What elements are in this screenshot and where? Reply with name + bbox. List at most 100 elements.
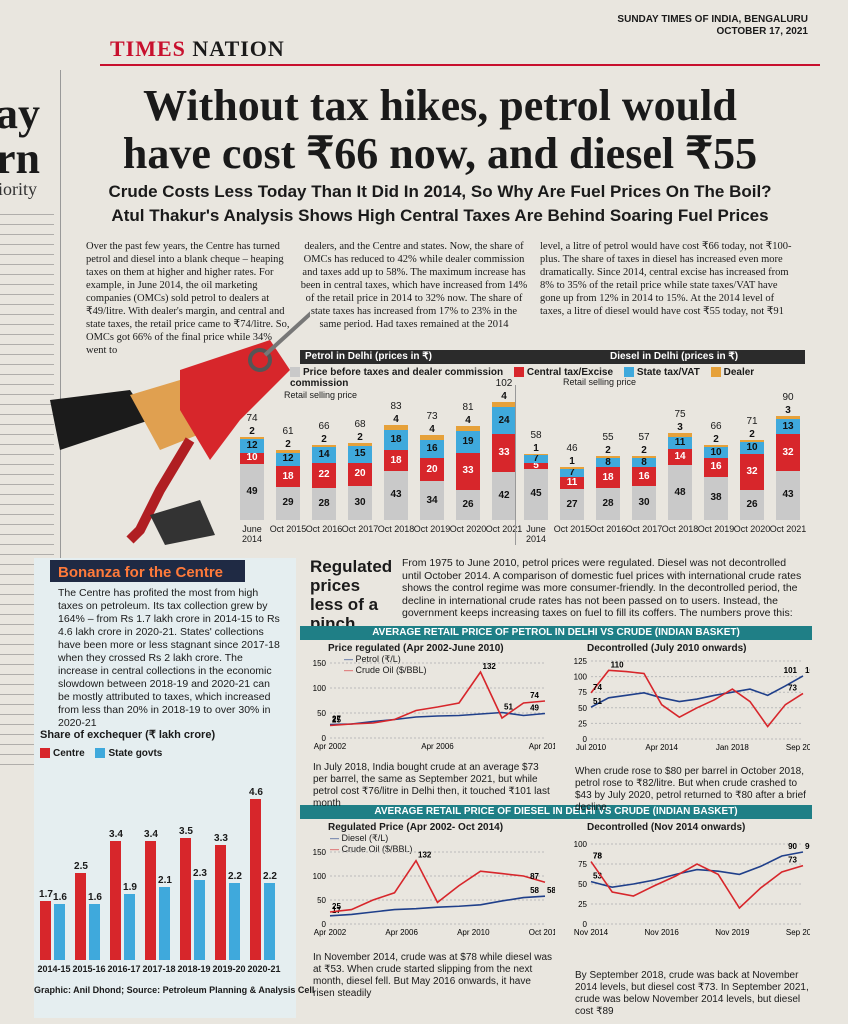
y-tick-label: 0 xyxy=(322,920,327,929)
petrol-bar-2-3 xyxy=(348,445,372,463)
y-tick-label: 25 xyxy=(578,900,587,909)
chart-title-2: Decontrolled (July 2010 onwards) xyxy=(587,643,747,654)
legend-state: State tax/VAT xyxy=(636,367,700,378)
diesel-total-label: 71 xyxy=(746,416,758,427)
caption-1: In July 2018, India bought crude at an a… xyxy=(313,762,550,809)
petrol-value-label: 34 xyxy=(426,494,438,506)
headline-line-1: Without tax hikes, petrol would xyxy=(143,81,737,130)
petrol-value-label: 18 xyxy=(390,434,402,445)
diesel-value-label: 3 xyxy=(785,405,791,416)
petrol-tick-label: Oct 2015 xyxy=(269,524,307,534)
chart3-legend: — Diesel (₹/L) xyxy=(330,833,555,844)
petrol-value-label: 2 xyxy=(357,432,363,444)
petrol-value-label: 26 xyxy=(462,499,474,511)
petrol-bar-0-5 xyxy=(420,481,444,520)
masthead-section: NATION xyxy=(192,36,285,61)
headline-line-2: have cost ₹66 now, and diesel ₹55 xyxy=(122,129,758,178)
exchequer-value-label: 2.3 xyxy=(193,867,207,879)
exchequer-tick-label: 2015-16 xyxy=(72,964,106,974)
exchequer-legend: Centre State govts xyxy=(40,748,162,759)
diesel-bar-1-6 xyxy=(740,453,764,491)
petrol-bar-3-4 xyxy=(384,425,408,430)
exchequer-bar-0-1 xyxy=(75,872,86,960)
petrol-value-label: 10 xyxy=(246,452,258,464)
exchequer-bar-1-6 xyxy=(264,883,275,960)
diesel-value-label: 10 xyxy=(710,446,722,458)
legend-line-diesel: — xyxy=(330,833,339,843)
petrol-value-label: 18 xyxy=(390,454,402,466)
petrol-bar-0-1 xyxy=(276,486,300,520)
data-label: 74 xyxy=(593,683,602,692)
diesel-bar-1-5 xyxy=(704,458,728,477)
exchequer-chart-title: Share of exchequer (₹ lakh crore) xyxy=(40,729,216,741)
exchequer-bar-1-5 xyxy=(229,883,240,960)
exchequer-bar-0-3 xyxy=(145,841,156,960)
data-label: 58 xyxy=(547,886,555,895)
petrol-total-label: 68 xyxy=(354,419,366,431)
deck-line-1: Crude Costs Less Today Than It Did In 20… xyxy=(108,182,772,201)
diesel-bar-0-2 xyxy=(596,488,620,520)
bonanza-text: The Centre has profited the most from hi… xyxy=(58,587,280,729)
data-label: 90 xyxy=(805,842,810,851)
diesel-bar-2-3 xyxy=(632,458,656,468)
diesel-bar-0-0 xyxy=(524,468,548,520)
x-tick-label: Sep 2021 xyxy=(786,928,810,937)
exchequer-value-label: 4.6 xyxy=(249,787,263,798)
chart1-legend: — Petrol (₹/L) xyxy=(344,654,555,665)
data-label: 27 xyxy=(332,715,341,724)
legend-line-crude: — xyxy=(344,665,353,675)
petrol-stacked-bars: 49 10 12 2 74 June 2014 29 18 12 2 61 Oct 2015 28 22 1… xyxy=(236,378,530,545)
y-tick-label: 75 xyxy=(578,860,587,869)
y-tick-label: 100 xyxy=(313,684,327,693)
diesel-value-label: 32 xyxy=(746,466,758,477)
exchequer-bar-1-3 xyxy=(159,886,170,960)
x-tick-label: Jan 2018 xyxy=(716,743,749,752)
exchequer-tick-label: 2014-15 xyxy=(37,964,71,974)
diesel-bar-1-7 xyxy=(776,434,800,471)
diesel-value-label: 2 xyxy=(605,445,611,456)
petrol-total-label: 61 xyxy=(282,426,294,438)
data-label: 17 xyxy=(332,906,341,915)
data-label: 87 xyxy=(530,872,539,881)
y-tick-label: 150 xyxy=(313,659,327,668)
petrol-tick-label: Oct 2017 xyxy=(341,524,379,534)
petrol-bar-3-7 xyxy=(492,402,516,407)
diesel-value-label: 16 xyxy=(710,461,722,473)
bonanza-title-bar xyxy=(50,560,245,582)
petrol-bar-3-0 xyxy=(240,436,264,439)
legend-swatch-state xyxy=(623,367,634,378)
petrol-bar-0-6 xyxy=(456,490,480,520)
chart-title-4: Decontrolled (Nov 2014 onwards) xyxy=(587,822,746,833)
petrol-value-label: 33 xyxy=(462,465,474,477)
diesel-value-label: 2 xyxy=(713,433,719,445)
exchequer-bar-0-0 xyxy=(40,900,51,960)
petrol-bar-3-5 xyxy=(420,435,444,440)
diesel-bar-3-6 xyxy=(740,440,764,443)
petrol-value-label: 4 xyxy=(501,391,507,403)
diesel-value-label: 38 xyxy=(710,492,722,504)
diesel-tick-label: Oct 2015 xyxy=(553,524,591,534)
line-chart-3: 0 50 100 150 Apr 2002 Apr 2006 Apr 2010 Oct 201… xyxy=(313,848,555,937)
series-line-0 xyxy=(590,851,804,889)
legend-swatch-centre xyxy=(40,748,50,759)
legend-line-crude-2: — xyxy=(330,844,339,854)
data-label: 51 xyxy=(593,697,602,706)
diesel-bar-3-4 xyxy=(668,433,692,437)
petrol-bar-2-1 xyxy=(276,452,300,467)
petrol-value-label: 4 xyxy=(429,424,435,436)
data-label: 101 xyxy=(805,666,810,675)
y-tick-label: 50 xyxy=(317,709,326,718)
petrol-total-label: 66 xyxy=(318,420,330,432)
petrol-total-label: 81 xyxy=(462,402,474,414)
exchequer-bar-1-1 xyxy=(89,904,100,960)
petrol-tick-label: Oct 2018 xyxy=(377,524,415,534)
chart-title-3: Regulated Price (Apr 2002- Oct 2014) xyxy=(328,822,504,833)
diesel-value-label: 3 xyxy=(677,422,683,434)
exchequer-bar-0-5 xyxy=(215,844,226,960)
adjacent-headline-1: ay xyxy=(0,89,40,138)
y-tick-label: 150 xyxy=(313,848,327,857)
petrol-tick-label: June 2014 xyxy=(241,524,263,544)
diesel-bar-0-4 xyxy=(668,465,692,520)
data-label: 110 xyxy=(611,660,624,669)
diesel-bar-3-3 xyxy=(632,456,656,459)
